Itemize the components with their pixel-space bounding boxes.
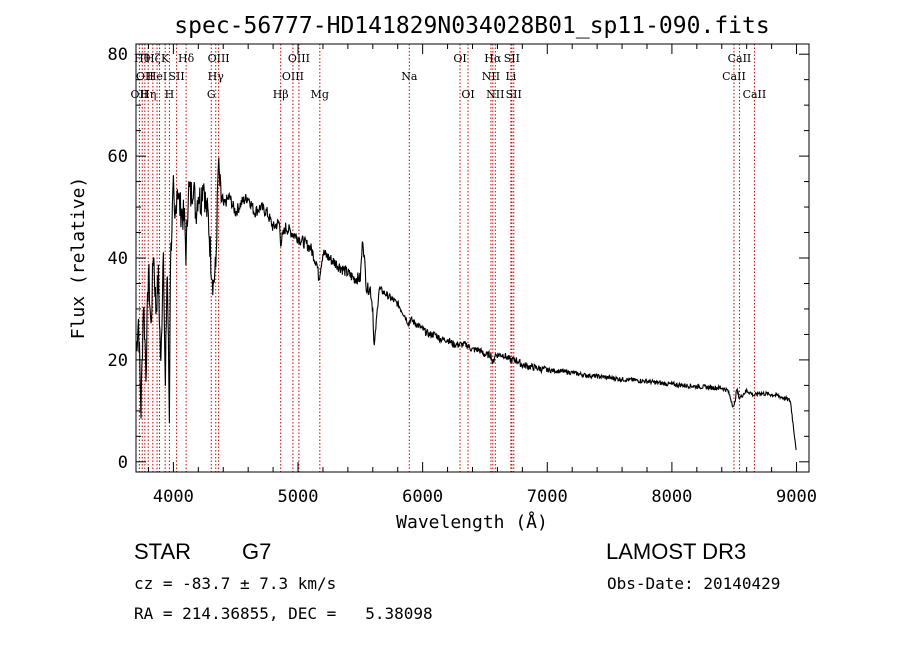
- line-label-8542: CaII: [728, 52, 752, 65]
- line-label-3869: HeI: [147, 70, 167, 83]
- line-label-5007: OIII: [288, 52, 310, 65]
- line-label-3835: Hζ: [145, 52, 161, 65]
- y-axis-label: Flux (relative): [68, 177, 89, 340]
- line-label-8498: CaII: [722, 70, 746, 83]
- x-tick-label-8000: 8000: [651, 487, 692, 507]
- line-label-6364: OI: [461, 88, 474, 101]
- line-label-6731: SII: [506, 88, 522, 101]
- line-label-3798: Hη: [140, 88, 156, 101]
- y-tick-label-20: 20: [108, 351, 128, 371]
- chart-title: spec-56777-HD141829N034028B01_sp11-090.f…: [174, 13, 769, 39]
- coordinates-text: RA = 214.36855, DEC = 5.38098: [134, 604, 433, 623]
- y-tick-label-80: 80: [108, 45, 128, 65]
- line-label-3727: OII: [131, 88, 149, 101]
- line-label-5175: Mg: [311, 88, 329, 101]
- object-subclass: G7: [242, 539, 271, 564]
- spectral-line-labels: OIIHθOIIHηHζHeIKHSIIHδGHγOIIIHβOIIIOIIIM…: [131, 52, 767, 101]
- line-label-6300: OI: [453, 52, 466, 65]
- line-label-6583: NII: [486, 88, 504, 101]
- line-label-4959: OIII: [282, 70, 304, 83]
- y-axis: 0 20 40 60 80: [108, 45, 809, 473]
- line-label-8662: CaII: [743, 88, 767, 101]
- line-label-4340: Hγ: [208, 70, 225, 83]
- line-label-4304: G: [207, 88, 216, 101]
- line-label-6708: Li: [505, 70, 516, 83]
- x-tick-label-6000: 6000: [402, 487, 443, 507]
- x-tick-label-4000: 4000: [153, 487, 194, 507]
- line-label-3968: H: [165, 88, 175, 101]
- velocity-text: cz = -83.7 ± 7.3 km/s: [134, 574, 336, 593]
- line-label-6716: SII: [504, 52, 520, 65]
- x-tick-label-9000: 9000: [776, 487, 817, 507]
- line-label-6548: NII: [482, 70, 500, 83]
- line-label-3934: K: [161, 52, 170, 65]
- x-tick-label-7000: 7000: [527, 487, 568, 507]
- line-label-3750: Hθ: [134, 52, 151, 65]
- obs-date-text: Obs-Date: 20140429: [607, 574, 780, 593]
- spectral-line-markers: [138, 44, 755, 472]
- x-axis-label: Wavelength (Å): [396, 511, 548, 533]
- object-class: STAR: [134, 539, 191, 564]
- x-axis: 4000 5000 6000 7000 8000 9000: [147, 44, 817, 507]
- y-tick-label-40: 40: [108, 249, 128, 269]
- y-tick-label-60: 60: [108, 147, 128, 167]
- line-label-6563: Hα: [484, 52, 502, 65]
- plot-frame: [135, 43, 810, 473]
- line-label-4363: OIII: [208, 52, 230, 65]
- line-label-4102: Hδ: [178, 52, 195, 65]
- x-tick-label-5000: 5000: [278, 487, 319, 507]
- spectrum-series-line: [135, 157, 797, 451]
- line-label-4861: Hβ: [273, 88, 289, 101]
- line-label-4026: SII: [169, 70, 185, 83]
- survey-name: LAMOST DR3: [606, 539, 746, 564]
- line-label-5893: Na: [401, 70, 418, 83]
- y-tick-label-0: 0: [118, 453, 128, 473]
